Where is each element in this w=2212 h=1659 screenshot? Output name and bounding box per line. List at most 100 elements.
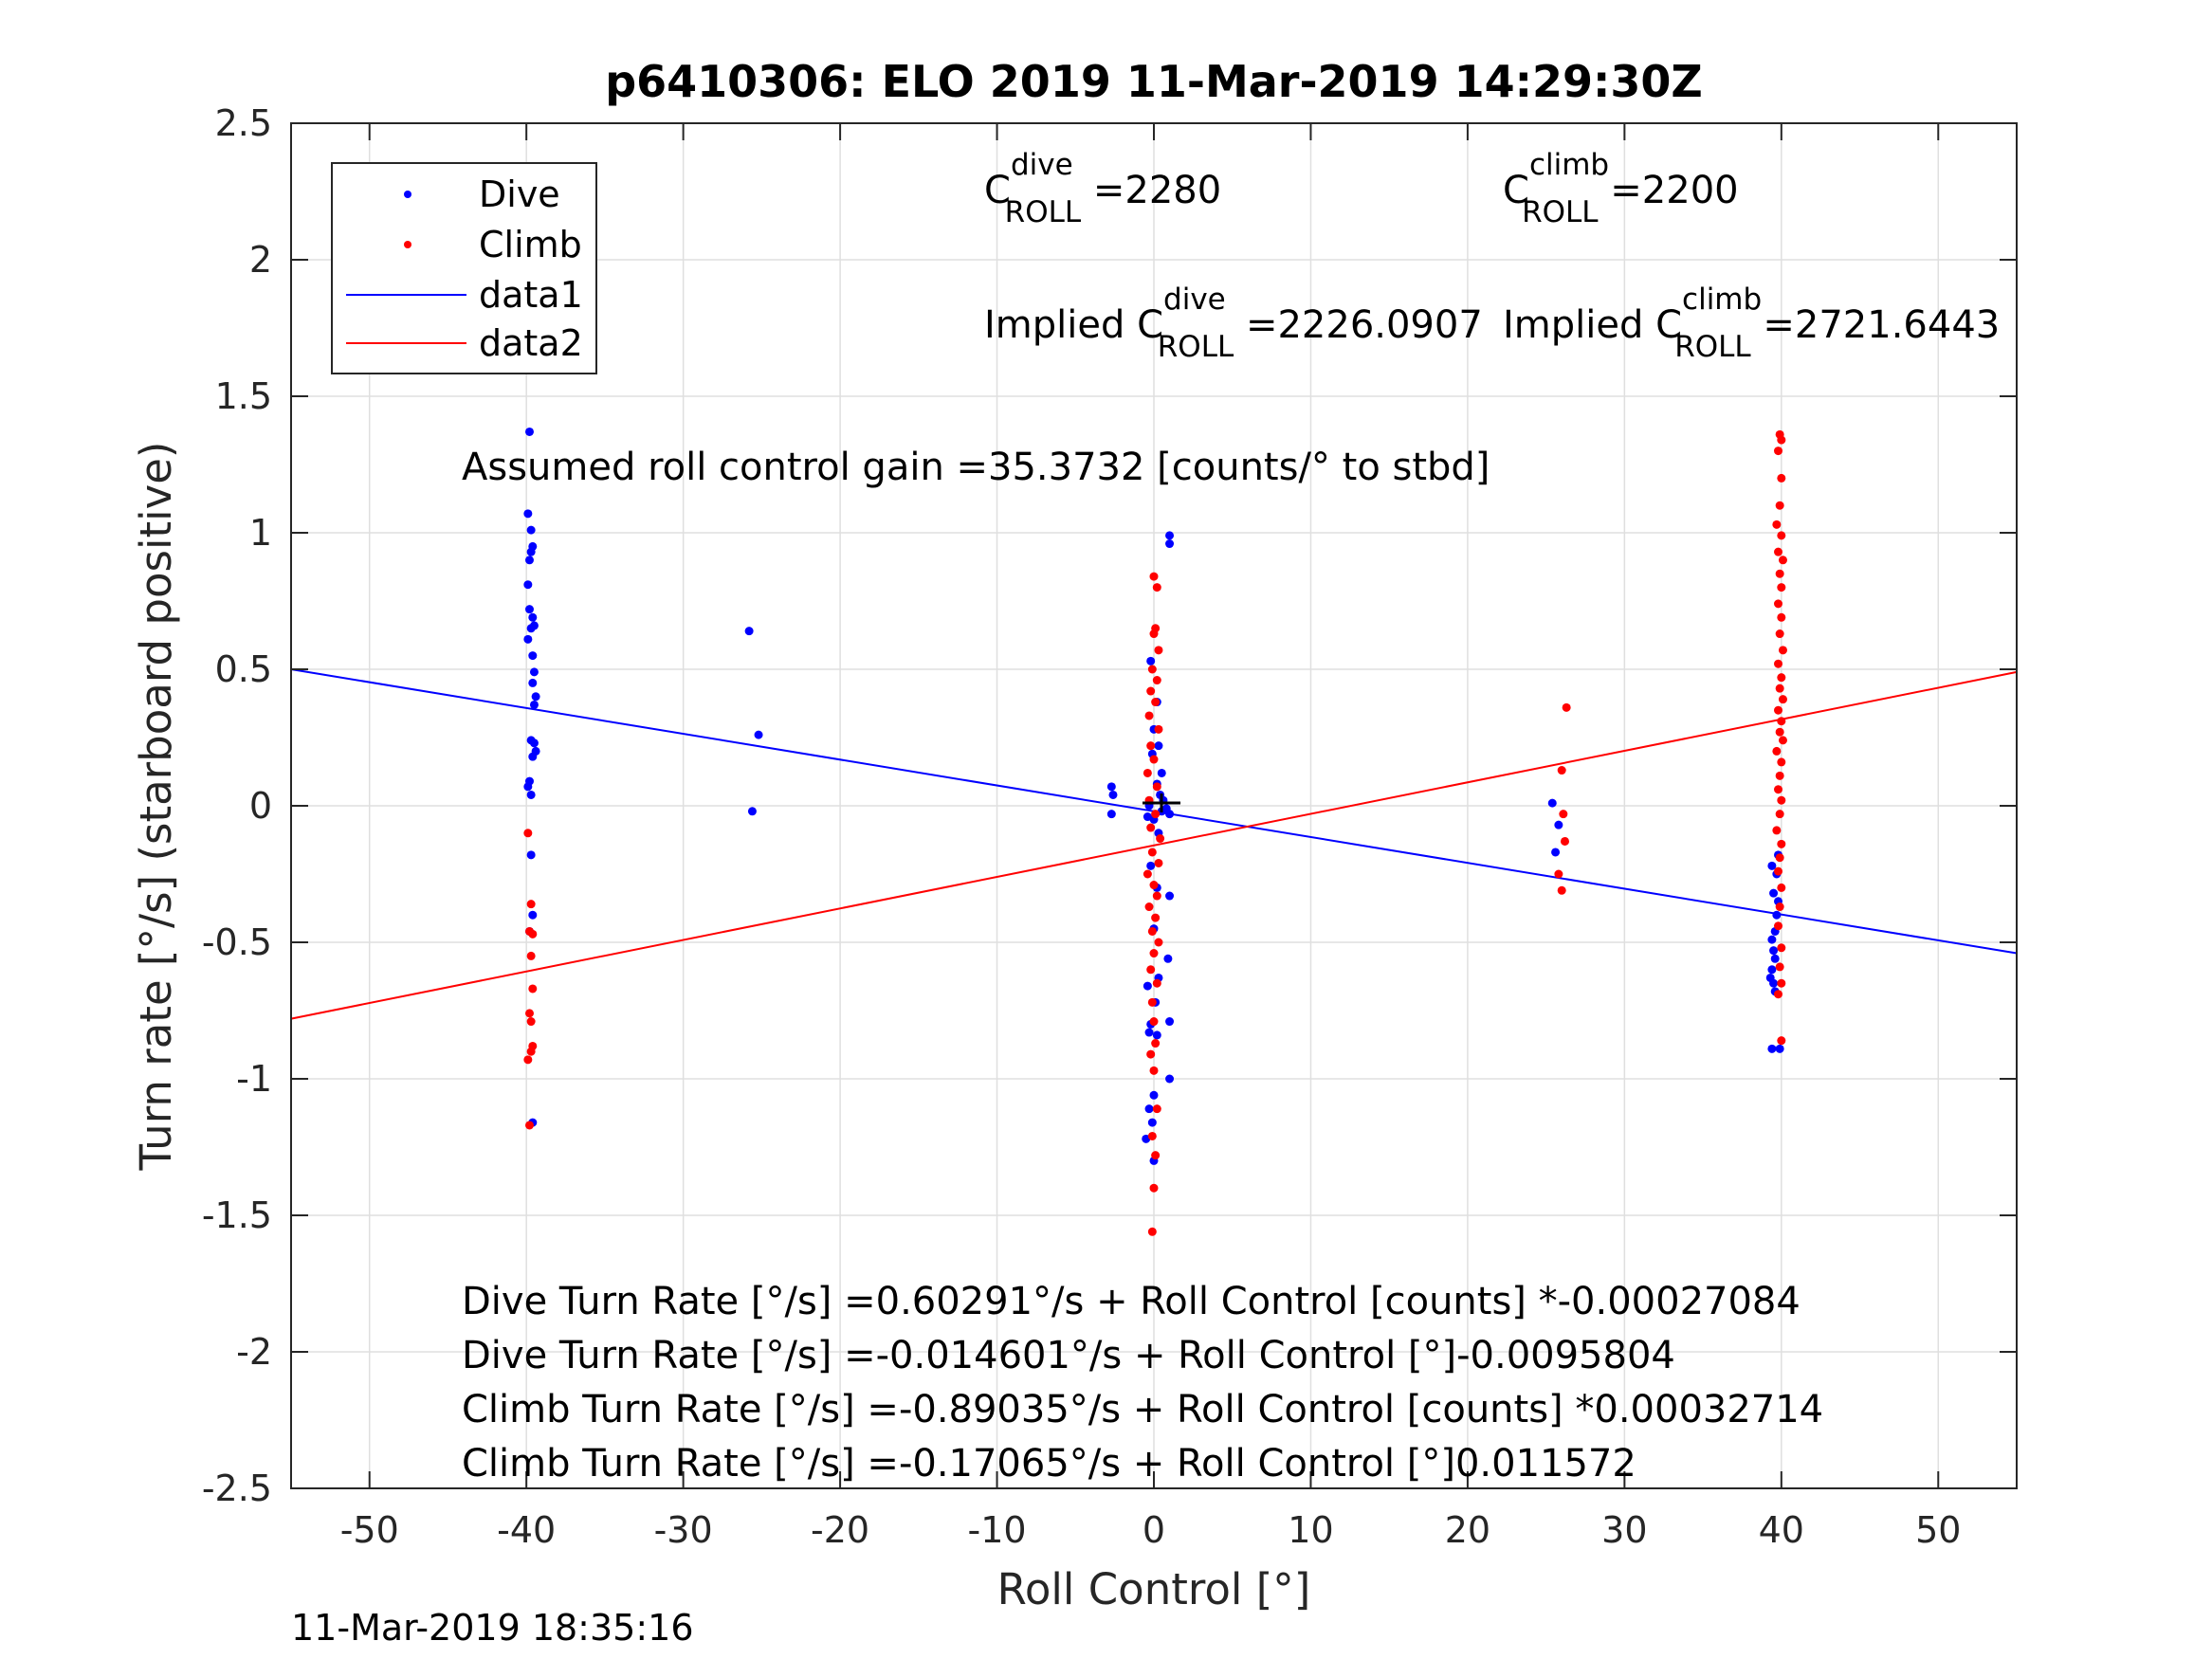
dive-point (754, 730, 763, 739)
dive-point (1146, 656, 1156, 665)
y-tick-label: 0.5 (215, 648, 272, 690)
dive-point (1772, 910, 1782, 920)
dive-point (1163, 954, 1173, 963)
climb-point (1772, 520, 1782, 529)
climb-point (1777, 978, 1786, 988)
y-tick-label: -1 (236, 1058, 272, 1100)
annotation-roll-gain: Assumed roll control gain =35.3732 [coun… (462, 446, 1490, 489)
x-tick-label: 30 (1601, 1509, 1647, 1551)
dive-point (1769, 946, 1779, 956)
dive-point (526, 790, 536, 799)
annotation-c-roll-dive: Cdive ROLL =2280 (984, 148, 1221, 229)
legend-dive: Dive (479, 173, 560, 215)
climb-point (1147, 926, 1157, 936)
dive-point (529, 738, 539, 748)
climb-point (1774, 659, 1783, 668)
climb-point (1152, 583, 1161, 592)
dive-point (523, 634, 533, 644)
climb-point (528, 984, 538, 994)
dive-point (1154, 741, 1163, 751)
axis-ticks (291, 122, 2017, 1489)
climb-point (526, 951, 536, 960)
climb-point (1772, 746, 1782, 756)
climb-point (1777, 943, 1786, 953)
y-tick-label: -1.5 (202, 1194, 272, 1236)
dive-point (526, 850, 536, 860)
dive-point (1144, 1028, 1154, 1037)
climb-point (1777, 883, 1786, 892)
climb-point (1777, 757, 1786, 767)
dive-point (1551, 848, 1561, 857)
climb-point (1146, 823, 1156, 832)
fit-line-data2 (290, 670, 2018, 1020)
climb-point (1778, 695, 1787, 704)
climb-point (1147, 1131, 1157, 1140)
climb-point (1147, 665, 1157, 674)
climb-point (523, 829, 533, 838)
annotation-equation-1: Dive Turn Rate [°/s] =0.60291°/s + Roll … (462, 1280, 1801, 1323)
dive-point (1767, 935, 1777, 944)
climb-point (524, 926, 534, 936)
dive-point (528, 678, 538, 687)
climb-point (1774, 866, 1783, 876)
dive-point (1165, 1017, 1175, 1027)
dive-point (1769, 888, 1779, 898)
dive-point (524, 556, 534, 565)
legend-climb-marker (404, 241, 411, 248)
y-tick-label: 0 (249, 785, 272, 827)
x-tick-label: 50 (1915, 1509, 1961, 1551)
dive-point (523, 580, 533, 590)
climb-point (1777, 1036, 1786, 1046)
climb-point (1149, 572, 1159, 581)
climb-point (1777, 473, 1786, 483)
legend-box (331, 162, 597, 374)
dive-point (1165, 810, 1175, 819)
climb-point (524, 1009, 534, 1018)
dive-point (744, 627, 754, 636)
dive-point (531, 692, 540, 702)
dive-point (1767, 965, 1777, 975)
climb-point (1152, 676, 1161, 685)
climb-point (1775, 771, 1784, 780)
x-tick-label: -20 (811, 1509, 869, 1551)
climb-point (1777, 583, 1786, 592)
annotation-c-roll-climb: Cclimb ROLL =2200 (1503, 148, 1739, 229)
climb-point (1557, 885, 1566, 895)
climb-point (1774, 547, 1783, 556)
dive-point (528, 651, 538, 661)
climb-point (1152, 978, 1161, 988)
climb-point (1154, 646, 1163, 655)
climb-point (1149, 1017, 1159, 1027)
dive-point (523, 782, 533, 792)
climb-point (1777, 435, 1786, 445)
climb-point (1775, 629, 1784, 639)
climb-point (1775, 962, 1784, 972)
climb-point (1147, 848, 1157, 857)
climb-point (1146, 741, 1156, 751)
climb-point (1778, 646, 1787, 655)
climb-point (1775, 684, 1784, 693)
climb-point (1559, 810, 1568, 819)
dive-point (1767, 1044, 1777, 1053)
climb-point (1147, 997, 1157, 1007)
climb-point (1560, 836, 1569, 846)
climb-point (524, 1121, 534, 1130)
dive-point (1767, 861, 1777, 870)
dive-point (1146, 861, 1156, 870)
dive-point (1108, 790, 1118, 799)
climb-point (1777, 795, 1786, 805)
y-tick-label: -2 (236, 1331, 272, 1373)
x-tick-label: -40 (497, 1509, 556, 1551)
dive-point (1775, 1044, 1784, 1053)
origin-cross-marker (1143, 793, 1180, 812)
y-tick-label: -0.5 (202, 921, 272, 963)
climb-point (1775, 853, 1784, 863)
legend-data1: data1 (479, 274, 583, 316)
climb-point (1156, 834, 1165, 844)
climb-point (1144, 902, 1154, 912)
dive-point (747, 807, 757, 816)
climb-point (1151, 1151, 1161, 1160)
y-tick-label: 2.5 (215, 102, 272, 144)
legend-dive-marker (404, 191, 411, 198)
climb-point (1146, 686, 1156, 696)
